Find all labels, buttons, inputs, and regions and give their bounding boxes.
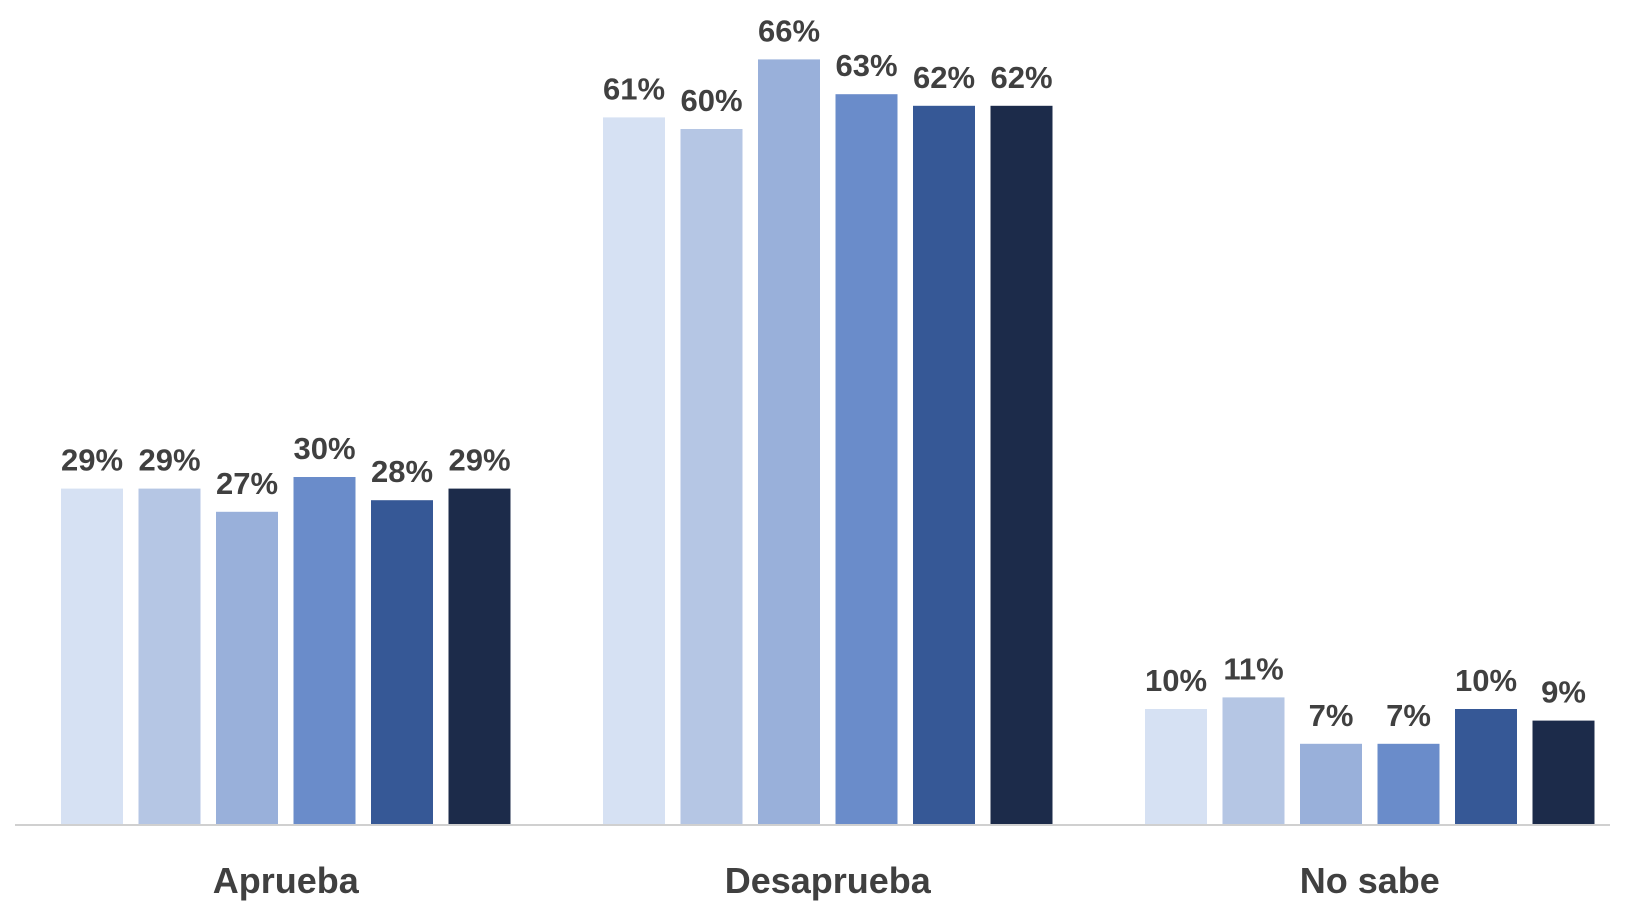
- data-label: 10%: [1145, 663, 1207, 698]
- bar-desaprueba-4: [835, 94, 898, 825]
- data-label: 11%: [1223, 651, 1283, 686]
- bar-desaprueba-5: [913, 105, 975, 826]
- data-label: 62%: [913, 60, 975, 95]
- data-label: 27%: [216, 466, 278, 501]
- bar-no-sabe-1: [1145, 709, 1207, 825]
- bar-desaprueba-3: [758, 59, 820, 825]
- data-label: 7%: [1309, 698, 1354, 733]
- bar-aprueba-3: [216, 511, 278, 825]
- bar-desaprueba-6: [990, 105, 1053, 826]
- bar-no-sabe-4: [1377, 743, 1440, 825]
- data-label: 9%: [1541, 675, 1586, 710]
- data-label: 61%: [603, 71, 665, 106]
- data-labels-layer: 29% 29% 27% 30% 28% 29% 61% 60% 66% 63% 62% 62% 10% 1…: [61, 13, 1586, 732]
- category-label: No sabe: [1300, 860, 1440, 901]
- bar-no-sabe-6: [1532, 720, 1595, 825]
- category-label: Desaprueba: [725, 860, 932, 901]
- data-label: 66%: [758, 13, 820, 48]
- bar-no-sabe-3: [1300, 743, 1362, 825]
- data-label: 60%: [680, 83, 742, 118]
- bar-no-sabe-5: [1455, 709, 1517, 825]
- data-label: 29%: [138, 443, 200, 478]
- data-label: 30%: [293, 431, 355, 466]
- bar-aprueba-5: [371, 500, 433, 825]
- bar-aprueba-2: [138, 488, 201, 825]
- data-label: 29%: [61, 443, 123, 478]
- data-label: 7%: [1386, 698, 1431, 733]
- bar-aprueba-6: [448, 488, 511, 825]
- bar-desaprueba-1: [603, 117, 665, 825]
- bars-layer: [61, 59, 1595, 826]
- bar-desaprueba-2: [680, 129, 743, 825]
- data-label: 29%: [448, 443, 510, 478]
- data-label: 62%: [990, 60, 1052, 95]
- data-label: 28%: [371, 454, 433, 489]
- bar-aprueba-4: [293, 477, 356, 825]
- data-label: 10%: [1455, 663, 1517, 698]
- bar-no-sabe-2: [1222, 697, 1285, 825]
- data-label: 63%: [835, 48, 897, 83]
- bar-aprueba-1: [61, 488, 123, 825]
- category-labels-layer: Aprueba Desaprueba No sabe: [213, 860, 1440, 901]
- category-label: Aprueba: [213, 860, 360, 901]
